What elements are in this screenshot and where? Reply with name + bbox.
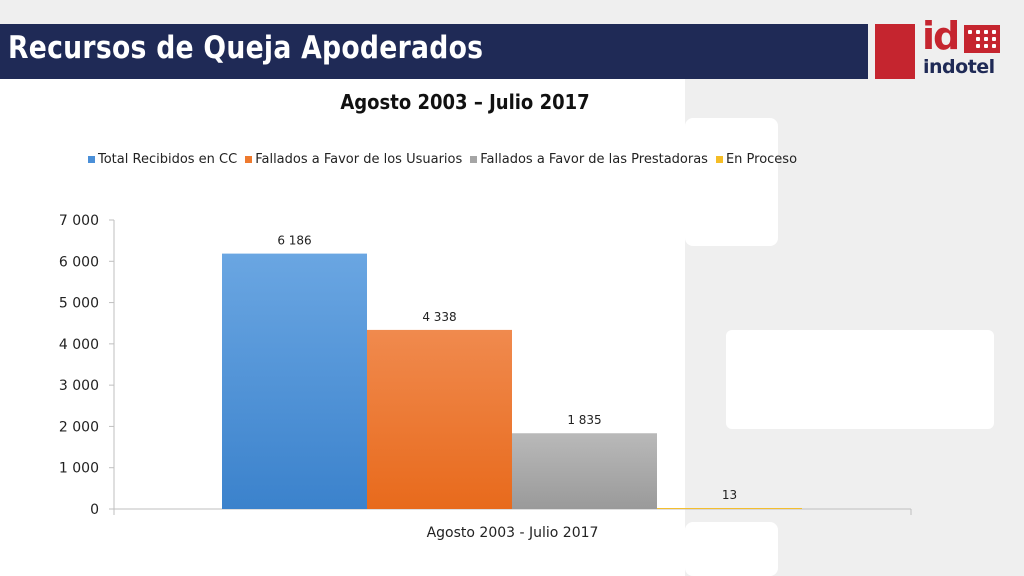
background-white-box <box>726 330 994 429</box>
legend-swatch <box>715 156 723 163</box>
legend-label: Total Recibidos en CC <box>98 152 238 167</box>
logo-wordmark: indotel <box>923 56 995 78</box>
chart-legend: Total Recibidos en CC Fallados a Favor d… <box>88 152 797 167</box>
y-tick-label: 1 000 <box>59 461 99 477</box>
data-label: 4 338 <box>422 310 456 324</box>
legend-label: Fallados a Favor de los Usuarios <box>255 152 463 167</box>
legend-item-usuarios: Fallados a Favor de los Usuarios <box>245 152 462 167</box>
data-label: 13 <box>722 488 737 502</box>
y-tick-label: 7 000 <box>59 213 99 229</box>
y-tick-label: 2 000 <box>59 419 99 435</box>
y-tick-label: 4 000 <box>59 337 99 353</box>
y-tick-label: 5 000 <box>59 296 99 312</box>
background-panel-bottom <box>685 522 778 576</box>
legend-item-en-proceso: En Proceso <box>715 152 798 167</box>
legend-label: Fallados a Favor de las Prestadoras <box>480 152 708 167</box>
page-title: Recursos de Queja Apoderados <box>8 30 484 66</box>
y-tick-label: 6 000 <box>59 254 99 270</box>
background-panel-right <box>685 0 1024 576</box>
logo-red-block <box>875 24 915 79</box>
legend-swatch <box>470 156 478 163</box>
legend-swatch <box>88 156 95 163</box>
bar-3 <box>512 433 657 509</box>
legend-label: En Proceso <box>725 152 798 167</box>
bar-1 <box>222 253 367 509</box>
legend-item-prestadoras: Fallados a Favor de las Prestadoras <box>470 152 708 167</box>
background-panel-top <box>0 0 1024 24</box>
background-panel-mid <box>685 118 778 246</box>
bar-2 <box>367 329 512 509</box>
x-category-label: Agosto 2003 - Julio 2017 <box>427 525 599 541</box>
y-tick-label: 0 <box>90 502 99 518</box>
chart-title: Agosto 2003 – Julio 2017 <box>340 90 590 114</box>
legend-item-total: Total Recibidos en CC <box>88 152 237 167</box>
logo-grid-icon <box>964 25 1000 53</box>
logo-mark: id <box>922 14 960 58</box>
y-tick-label: 3 000 <box>59 378 99 394</box>
data-label: 6 186 <box>277 234 311 248</box>
data-label: 1 835 <box>567 413 601 427</box>
legend-swatch <box>245 156 253 163</box>
title-bar: Recursos de Queja Apoderados <box>0 24 868 79</box>
bar-4 <box>657 508 802 509</box>
